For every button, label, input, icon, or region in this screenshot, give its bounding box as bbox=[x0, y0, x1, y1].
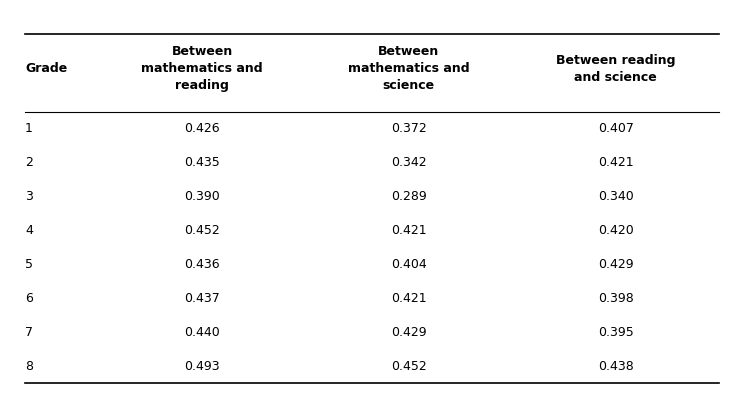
Text: 0.426: 0.426 bbox=[185, 122, 220, 135]
Text: 0.440: 0.440 bbox=[185, 326, 220, 339]
Text: Between reading
and science: Between reading and science bbox=[556, 54, 676, 84]
Text: 7: 7 bbox=[25, 326, 33, 339]
Text: 0.395: 0.395 bbox=[598, 326, 634, 339]
Text: 2: 2 bbox=[25, 156, 33, 169]
Text: 0.435: 0.435 bbox=[185, 156, 220, 169]
Text: 0.438: 0.438 bbox=[598, 360, 634, 373]
Text: 0.436: 0.436 bbox=[185, 258, 220, 271]
Text: Grade: Grade bbox=[25, 62, 67, 75]
Text: 0.390: 0.390 bbox=[185, 190, 220, 203]
Text: 0.421: 0.421 bbox=[391, 292, 427, 305]
Text: 0.420: 0.420 bbox=[598, 224, 634, 237]
Text: Between
mathematics and
science: Between mathematics and science bbox=[348, 45, 469, 92]
Text: 8: 8 bbox=[25, 360, 33, 373]
Text: 0.421: 0.421 bbox=[598, 156, 633, 169]
Text: Between
mathematics and
reading: Between mathematics and reading bbox=[141, 45, 263, 92]
Text: 4: 4 bbox=[25, 224, 33, 237]
Text: 5: 5 bbox=[25, 258, 33, 271]
Text: 3: 3 bbox=[25, 190, 33, 203]
Text: 6: 6 bbox=[25, 292, 33, 305]
Text: 0.372: 0.372 bbox=[391, 122, 427, 135]
Text: 0.289: 0.289 bbox=[391, 190, 427, 203]
Text: 0.421: 0.421 bbox=[391, 224, 427, 237]
Text: 0.452: 0.452 bbox=[185, 224, 220, 237]
Text: 0.342: 0.342 bbox=[391, 156, 427, 169]
Text: 0.398: 0.398 bbox=[598, 292, 634, 305]
Text: 0.429: 0.429 bbox=[598, 258, 633, 271]
Text: 0.437: 0.437 bbox=[185, 292, 220, 305]
Text: 0.452: 0.452 bbox=[391, 360, 427, 373]
Text: 1: 1 bbox=[25, 122, 33, 135]
Text: 0.407: 0.407 bbox=[597, 122, 634, 135]
Text: 0.340: 0.340 bbox=[598, 190, 634, 203]
Text: 0.404: 0.404 bbox=[391, 258, 427, 271]
Text: 0.429: 0.429 bbox=[391, 326, 427, 339]
Text: 0.493: 0.493 bbox=[185, 360, 220, 373]
